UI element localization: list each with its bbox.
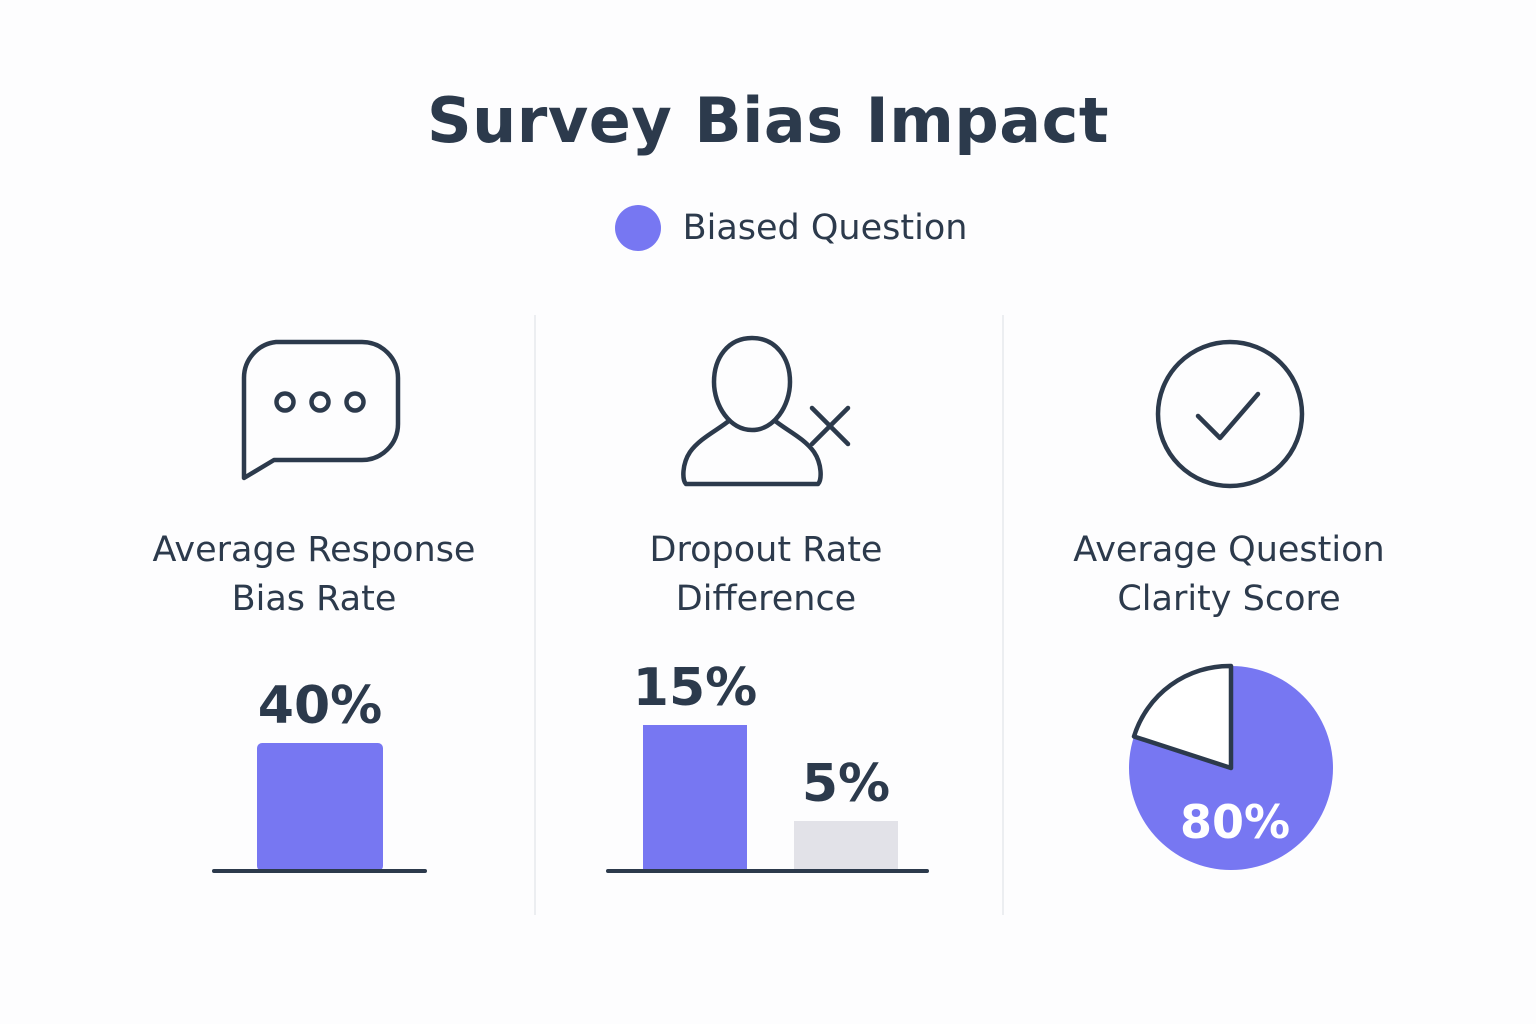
metric-label-clarity-score: Average Question Clarity Score	[1073, 530, 1385, 619]
bar-chart-response-bias: 40%	[212, 676, 427, 873]
user-remove-icon	[681, 335, 851, 487]
speech-bubble-icon	[241, 339, 401, 481]
data-label: 5%	[802, 754, 890, 814]
pie-slice	[1131, 663, 1234, 771]
legend-label: Biased Question	[682, 208, 968, 248]
bar	[794, 821, 898, 871]
pie-chart-clarity-score: 80%	[1129, 663, 1333, 870]
panel-dropout-rate: Dropout Rate Difference 15% 5%	[536, 330, 1002, 930]
panel-divider	[1002, 315, 1004, 915]
legend: Biased Question	[0, 205, 1536, 251]
bar	[643, 725, 747, 871]
check-circle-icon	[1155, 339, 1305, 489]
panel-divider	[534, 315, 536, 915]
slice-label: 80%	[1180, 795, 1290, 849]
metric-label-dropout-rate: Dropout Rate Difference	[649, 530, 883, 619]
legend-swatch	[614, 205, 661, 251]
chart-title: Survey Bias Impact	[427, 84, 1109, 157]
data-label: 15%	[633, 658, 757, 718]
data-label: 40%	[258, 676, 382, 736]
metric-label-response-bias: Average Response Bias Rate	[152, 530, 476, 619]
bar-chart-dropout-rate: 15% 5%	[606, 658, 929, 873]
panel-response-bias: Average Response Bias Rate 40%	[0, 330, 534, 930]
bar	[257, 743, 383, 871]
panel-clarity-score: Average Question Clarity Score 80%	[1004, 330, 1536, 930]
